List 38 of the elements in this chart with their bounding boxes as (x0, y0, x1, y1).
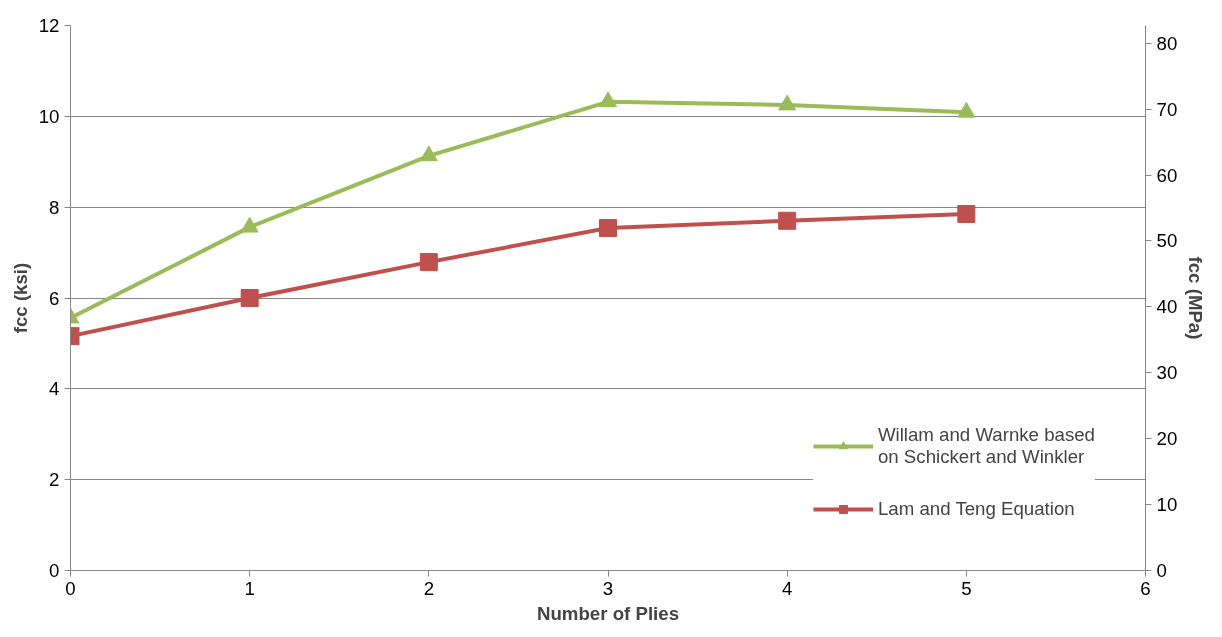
point (778, 211, 797, 230)
y2-tick-label: 30 (1156, 362, 1178, 384)
y2-tick-label: 70 (1156, 98, 1178, 120)
y2-tick-label: 60 (1156, 164, 1178, 186)
y2-tick-label: 20 (1156, 428, 1178, 450)
y2-tick-label: 10 (1156, 494, 1178, 516)
y-tick-label: 2 (49, 469, 60, 491)
point (419, 253, 438, 272)
legend-label: Willam and Warnke based on Schickert and Winkler (877, 424, 1095, 468)
y-tick-label: 12 (38, 15, 60, 36)
x-tick-label: 0 (65, 577, 76, 599)
y2-tick-label: 40 (1156, 296, 1178, 318)
x-tick-label: 5 (961, 577, 972, 599)
point (240, 216, 259, 233)
legend-label: Lam and Teng Equation (877, 498, 1075, 520)
point (419, 145, 438, 162)
y-tick-label: 0 (49, 560, 60, 581)
point (599, 91, 617, 108)
y2-axis-title: fcc (MPa) (1185, 256, 1207, 340)
point (957, 204, 976, 223)
point (599, 219, 617, 238)
x-axis-title: Number of Plies (536, 602, 680, 624)
x-tick-label: 3 (602, 577, 614, 599)
y2-tick-label: 80 (1156, 32, 1178, 54)
point (957, 101, 976, 118)
x-tick-label: 6 (1140, 577, 1151, 599)
y-tick-label: 4 (49, 378, 60, 400)
y2-tick-label: 0 (1156, 560, 1167, 581)
y-tick-label: 10 (38, 105, 60, 127)
x-tick-label: 1 (244, 577, 255, 599)
y-tick-label: 8 (49, 196, 60, 218)
point (778, 94, 797, 111)
y2-tick-label: 50 (1156, 230, 1178, 252)
y-tick-label: 6 (49, 287, 60, 309)
point (240, 289, 259, 307)
y-axis-title: fcc (ksi) (9, 262, 31, 334)
x-tick-label: 2 (423, 577, 435, 599)
x-tick-label: 4 (781, 577, 793, 599)
